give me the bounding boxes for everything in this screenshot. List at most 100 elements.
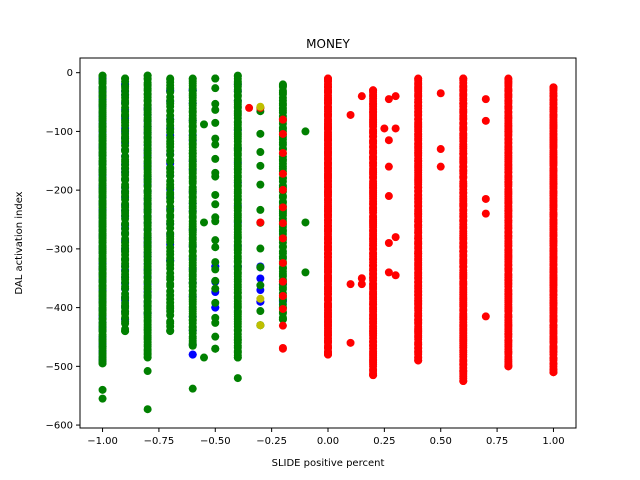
data-point (256, 307, 265, 316)
x-tick-label: −0.75 (144, 436, 175, 447)
data-point (200, 218, 208, 227)
data-point (278, 219, 287, 228)
data-point (301, 127, 310, 136)
data-point (504, 74, 513, 83)
data-point (391, 233, 400, 242)
data-point (256, 281, 265, 290)
data-point (346, 110, 355, 119)
data-point (143, 353, 152, 362)
data-point (384, 192, 393, 201)
data-point (256, 321, 265, 330)
data-point (391, 124, 400, 133)
data-point (121, 327, 130, 336)
data-point (233, 353, 242, 362)
data-point (188, 74, 197, 83)
data-point (459, 377, 468, 386)
data-point (256, 102, 265, 111)
data-point (211, 344, 220, 353)
y-axis-label: DAL activation index (14, 191, 25, 294)
data-point (369, 371, 378, 380)
data-point (166, 317, 175, 326)
data-point (436, 145, 445, 154)
data-point (211, 168, 220, 177)
y-tick-label: −600 (46, 421, 73, 432)
data-point (211, 243, 220, 252)
data-point (121, 74, 130, 83)
y-tick-label: −300 (46, 244, 73, 255)
data-point (211, 313, 220, 322)
y-tick-label: −100 (46, 127, 73, 138)
data-point (211, 190, 220, 199)
data-point (504, 362, 513, 371)
data-point (166, 327, 175, 336)
data-point (278, 258, 287, 267)
x-tick-label: 0.50 (430, 436, 452, 447)
chart-title: MONEY (306, 37, 350, 51)
data-point (278, 80, 287, 89)
data-point (211, 298, 220, 307)
data-point (211, 332, 220, 341)
data-point (549, 83, 558, 92)
data-point (346, 280, 355, 289)
data-point (278, 292, 287, 301)
x-tick-label: 0.25 (373, 436, 395, 447)
data-point (166, 133, 175, 142)
data-point (391, 271, 400, 280)
data-point (414, 356, 423, 365)
data-point (98, 359, 107, 368)
data-point (481, 194, 490, 203)
data-point (211, 265, 220, 274)
data-point (278, 234, 287, 243)
data-point (278, 344, 287, 353)
data-point (278, 185, 287, 194)
data-point (188, 341, 197, 350)
data-point (324, 74, 332, 83)
data-point (233, 374, 242, 383)
data-point (481, 116, 490, 125)
y-tick-label: −500 (46, 362, 73, 373)
data-point (278, 277, 287, 286)
data-point (166, 163, 175, 172)
data-point (256, 294, 265, 303)
x-tick-label: −0.50 (200, 436, 231, 447)
data-point (357, 280, 366, 289)
data-point (384, 239, 393, 247)
data-point (346, 338, 355, 347)
data-point (233, 71, 242, 80)
data-points (98, 71, 558, 414)
data-point (98, 394, 107, 403)
data-point (256, 244, 265, 253)
x-axis-label: SLIDE positive percent (272, 458, 385, 469)
data-point (278, 315, 287, 324)
data-point (211, 236, 220, 245)
data-point (357, 92, 366, 101)
data-point (211, 118, 220, 127)
x-axis-ticks: −1.00 −0.75 −0.50 −0.25 0.00 0.25 0.50 0.75 1.00 (87, 428, 565, 447)
data-point (301, 268, 310, 277)
data-point (256, 148, 265, 157)
data-point (211, 213, 220, 222)
data-point (211, 284, 220, 293)
data-point (211, 258, 220, 267)
x-tick-label: −0.25 (256, 436, 287, 447)
data-point (481, 95, 490, 104)
data-point (256, 263, 265, 272)
x-tick-label: 0.00 (317, 436, 339, 447)
data-point (98, 71, 107, 80)
data-point (278, 169, 287, 178)
y-tick-label: −400 (46, 303, 73, 314)
data-point (166, 74, 175, 83)
data-point (278, 115, 287, 124)
data-point (414, 74, 423, 83)
data-point (384, 162, 393, 171)
data-point (256, 205, 265, 214)
data-point (143, 71, 152, 80)
data-point (256, 129, 265, 138)
x-tick-label: −1.00 (87, 436, 118, 447)
data-point (384, 95, 393, 104)
data-point (211, 84, 220, 93)
data-point (278, 321, 287, 330)
data-point (256, 180, 265, 189)
data-point (436, 162, 445, 171)
